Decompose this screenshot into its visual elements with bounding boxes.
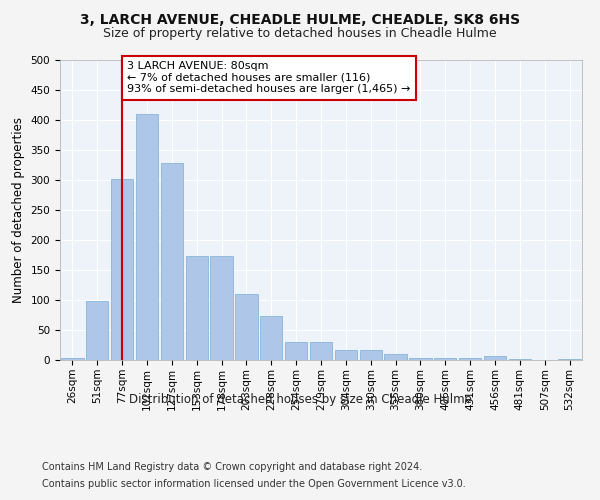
Bar — [385, 354, 407, 360]
Bar — [61, 358, 83, 360]
Bar — [459, 358, 481, 360]
Bar — [335, 350, 357, 360]
Bar — [484, 356, 506, 360]
Bar — [211, 256, 233, 360]
Bar — [285, 342, 307, 360]
Bar — [359, 350, 382, 360]
Bar — [111, 179, 133, 360]
Bar — [235, 294, 257, 360]
Bar — [310, 342, 332, 360]
Bar — [161, 163, 183, 360]
Text: 3, LARCH AVENUE, CHEADLE HULME, CHEADLE, SK8 6HS: 3, LARCH AVENUE, CHEADLE HULME, CHEADLE,… — [80, 12, 520, 26]
Y-axis label: Number of detached properties: Number of detached properties — [12, 117, 25, 303]
Bar — [136, 114, 158, 360]
Bar — [86, 301, 109, 360]
Text: Contains public sector information licensed under the Open Government Licence v3: Contains public sector information licen… — [42, 479, 466, 489]
Bar — [260, 316, 283, 360]
Bar — [185, 256, 208, 360]
Text: Size of property relative to detached houses in Cheadle Hulme: Size of property relative to detached ho… — [103, 28, 497, 40]
Bar — [409, 358, 431, 360]
Text: Contains HM Land Registry data © Crown copyright and database right 2024.: Contains HM Land Registry data © Crown c… — [42, 462, 422, 472]
Text: 3 LARCH AVENUE: 80sqm
← 7% of detached houses are smaller (116)
93% of semi-deta: 3 LARCH AVENUE: 80sqm ← 7% of detached h… — [127, 61, 410, 94]
Bar — [434, 358, 457, 360]
Text: Distribution of detached houses by size in Cheadle Hulme: Distribution of detached houses by size … — [128, 392, 472, 406]
